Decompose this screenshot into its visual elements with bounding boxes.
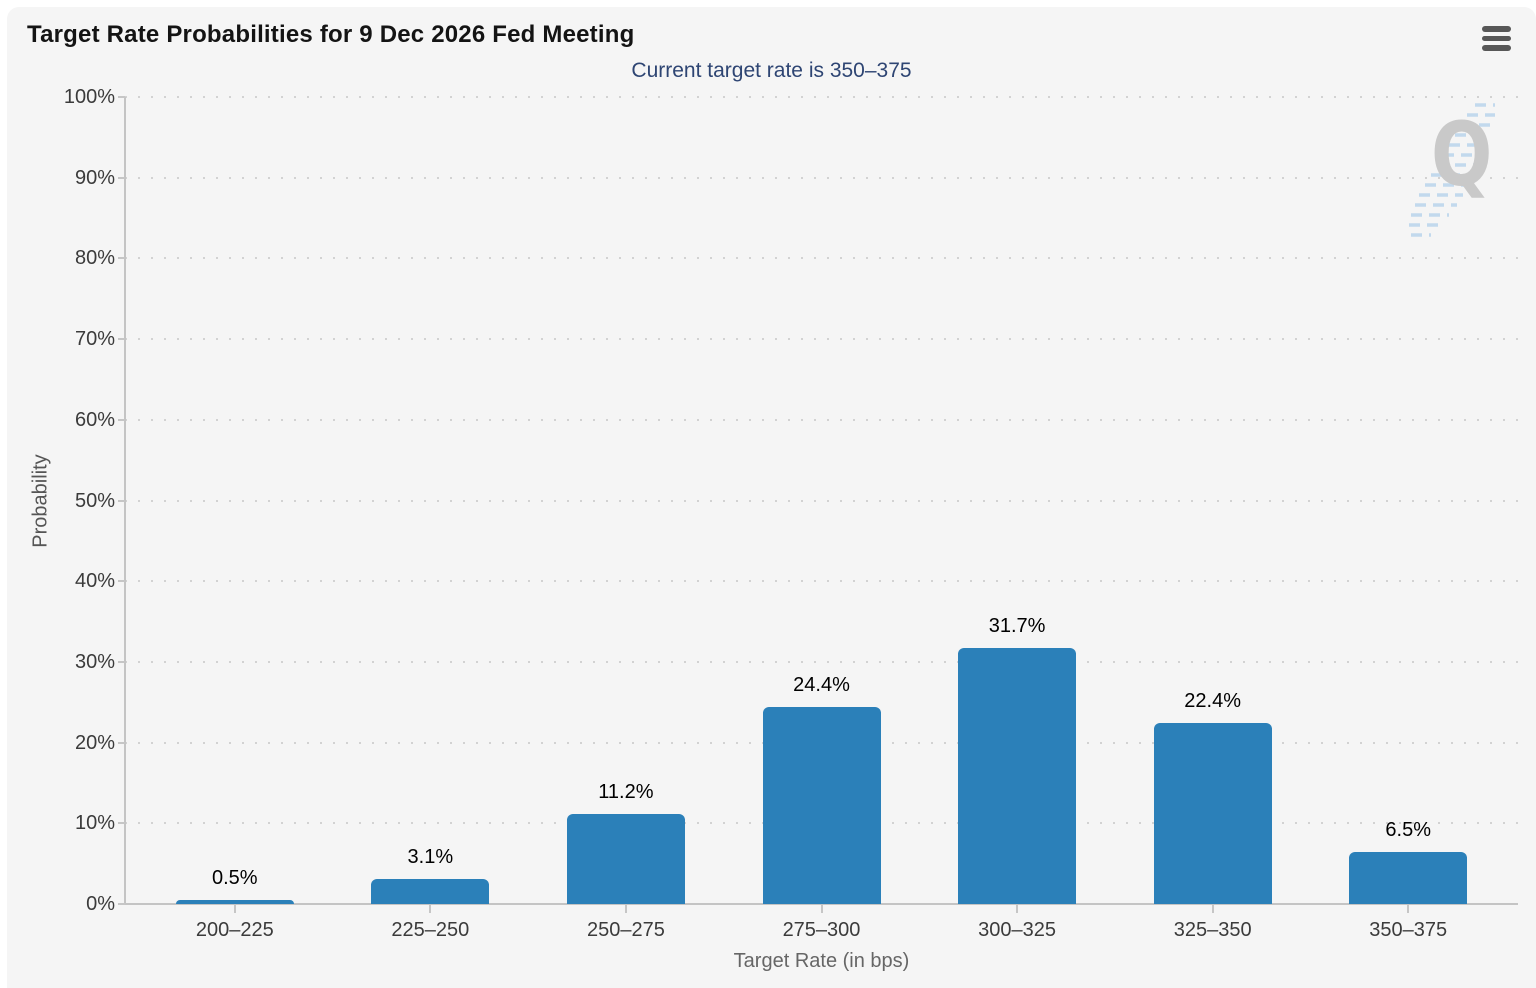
bar-value-label: 22.4% [1184,690,1241,712]
bar-value-label: 11.2% [598,781,654,803]
y-tick-label: 80% [74,247,115,270]
y-axis-tick [118,96,125,98]
y-tick-label: 10% [74,812,115,835]
chart-menu-button[interactable] [1476,21,1518,57]
x-axis-tick [233,904,236,913]
bar[interactable] [1153,723,1272,904]
x-axis-tick [1016,904,1019,913]
gridline [125,176,1518,179]
y-axis-tick [118,660,125,663]
x-tick-label: 250–275 [586,919,665,941]
chart-title: Target Rate Probabilities for 9 Dec 2026… [27,21,635,48]
bar[interactable] [371,879,490,904]
hamburger-icon-bar [1482,26,1511,32]
y-axis-tick [118,903,125,905]
y-tick-label: 90% [74,166,115,189]
y-tick-label: 40% [74,570,115,593]
y-axis-tick [118,499,125,502]
y-axis-line [124,97,126,904]
y-tick-label: 0% [86,893,115,915]
y-axis-tick [118,176,125,179]
hamburger-icon-bar [1482,45,1511,51]
gridline [125,96,1518,98]
y-axis-title: Probability [29,453,52,548]
bar-value-label: 3.1% [407,846,454,868]
plot-area: Probability Target Rate (in bps) 0% 10% 20… [30,86,1518,972]
gridline [125,580,1518,583]
y-axis-tick [118,741,125,744]
y-axis-tick [118,338,125,341]
x-tick-label: 225–250 [391,919,470,941]
x-axis-tick [1211,904,1214,913]
x-axis-title: Target Rate (in bps) [733,950,910,972]
y-tick-label: 50% [74,489,115,512]
x-axis-tick [429,904,432,913]
bar-value-label: 24.4% [793,674,850,696]
x-axis-tick [820,904,823,913]
bar[interactable] [958,648,1077,904]
y-tick-label: 30% [74,650,115,673]
x-axis-tick [1407,904,1410,913]
y-axis-tick [118,580,125,583]
x-tick-label: 300–325 [978,919,1056,941]
gridline [125,499,1518,502]
bar[interactable] [566,814,685,904]
x-tick-label: 350–375 [1369,919,1448,941]
gridline [125,257,1518,260]
x-tick-label: 275–300 [782,919,861,941]
y-axis-tick [118,418,125,421]
gridline [125,660,1518,663]
y-axis-tick [118,257,125,260]
y-tick-label: 100% [63,86,115,108]
bar-value-label: 31.7% [988,615,1046,637]
x-axis-line [125,903,1518,905]
gridline [125,418,1518,421]
hamburger-icon [1482,26,1511,52]
x-tick-label: 200–225 [195,919,274,941]
bar[interactable] [1349,852,1468,904]
bar-value-label: 6.5% [1385,819,1431,841]
chart-panel: Target Rate Probabilities for 9 Dec 2026… [7,7,1536,988]
bar-value-label: 0.5% [211,867,258,889]
bar[interactable] [762,707,881,904]
y-tick-label: 20% [74,731,115,754]
x-tick-label: 325–350 [1173,919,1252,941]
y-tick-label: 60% [74,408,115,431]
hamburger-icon-bar [1482,35,1511,41]
y-axis-tick [118,822,125,825]
y-tick-label: 70% [74,328,115,351]
bar[interactable] [175,900,294,904]
gridline [125,338,1518,341]
chart-subtitle: Current target rate is 350–375 [631,59,912,82]
x-axis-tick [624,904,627,913]
